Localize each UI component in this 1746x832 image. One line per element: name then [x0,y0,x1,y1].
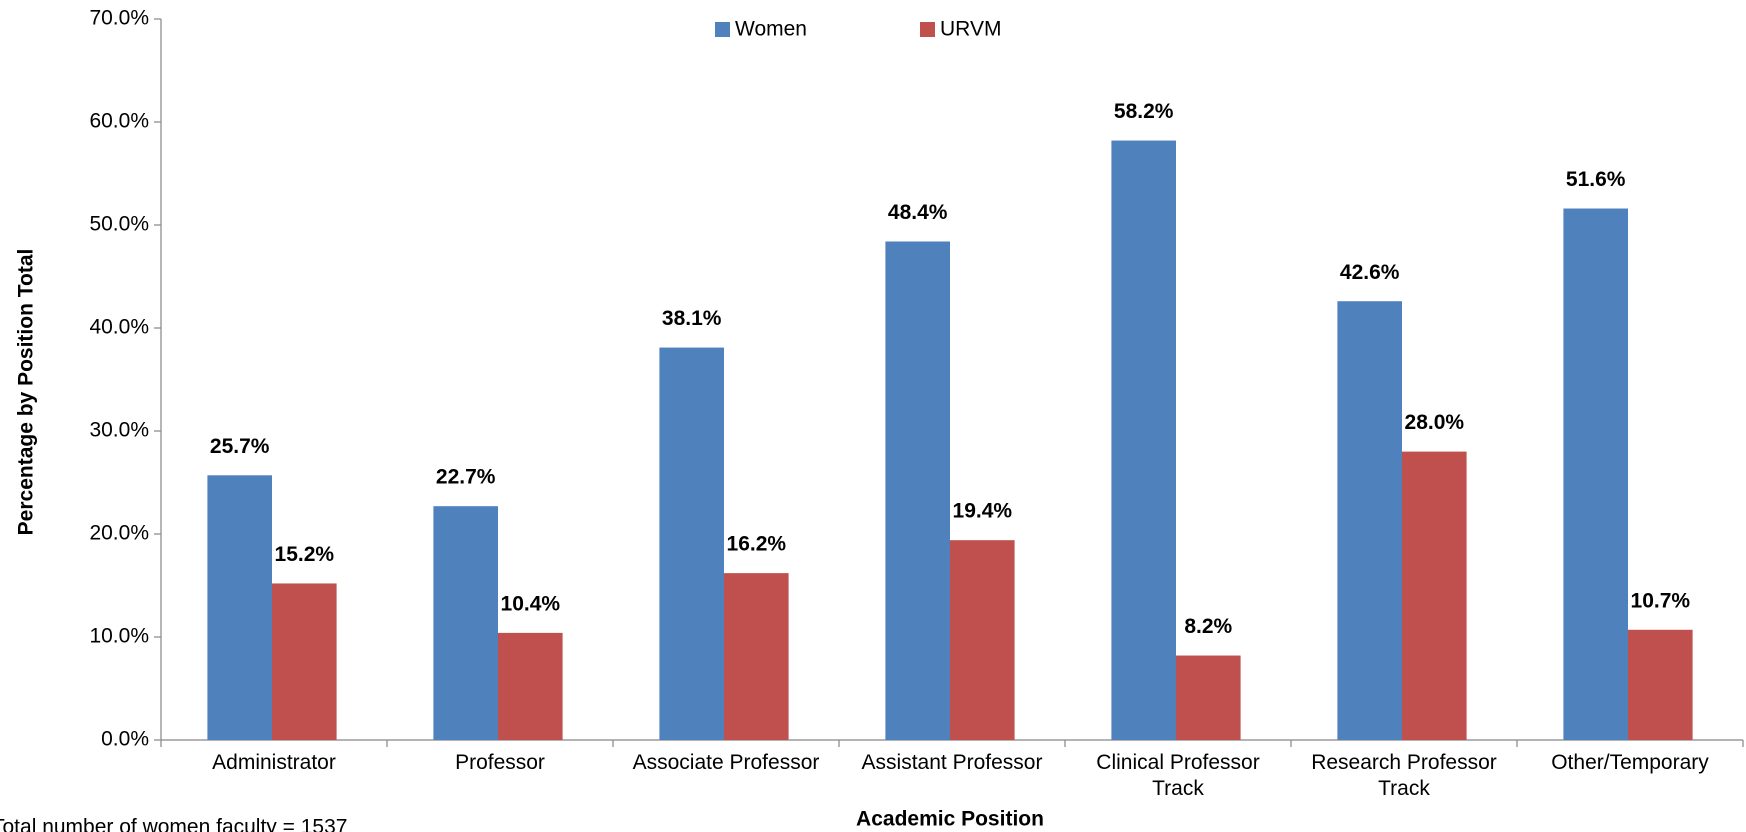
legend-swatch [920,22,935,37]
value-label: 8.2% [1184,615,1232,638]
x-tick-label: Professor [455,751,545,774]
bar [724,573,789,740]
value-label: 38.1% [662,307,722,330]
legend-swatch [715,22,730,37]
bar [207,475,272,740]
note: Total number of women faculty = 1537 [0,816,347,832]
value-label: 19.4% [953,500,1013,523]
bar [659,347,724,740]
value-label: 28.0% [1405,411,1465,434]
bar [498,632,563,740]
x-tick-label: Administrator [212,751,336,774]
value-label: 15.2% [275,543,335,566]
x-tick-label: Clinical Professor Track [1096,751,1260,800]
y-tick-label: 70.0% [89,7,149,30]
value-label: 48.4% [888,201,948,224]
bar [1337,301,1402,740]
legend-label: Women [735,18,807,41]
value-label: 10.7% [1631,589,1691,612]
bar [1563,208,1628,740]
y-tick-label: 60.0% [89,110,149,133]
x-axis-label: Academic Position [856,808,1044,831]
value-label: 51.6% [1566,168,1626,191]
bar [1111,140,1176,741]
x-tick-label: Associate Professor [632,751,820,774]
value-label: 42.6% [1340,261,1400,284]
y-tick-label: 20.0% [89,522,149,545]
x-tick-label: Research Professor Track [1311,751,1497,800]
value-label: 10.4% [501,592,561,615]
bar [1402,451,1467,740]
x-tick-label: Assistant Professor [861,751,1043,774]
value-label: 58.2% [1114,100,1174,123]
bar [1176,655,1241,740]
bar [272,583,337,740]
bar [433,506,498,740]
y-tick-label: 50.0% [89,213,149,236]
value-label: 16.2% [727,533,787,556]
bar [885,241,950,741]
y-tick-label: 10.0% [89,625,149,648]
y-tick-label: 30.0% [89,419,149,442]
y-tick-label: 0.0% [101,728,149,751]
x-tick-label: Other/Temporary [1551,751,1709,774]
y-tick-label: 40.0% [89,316,149,339]
bar [1628,629,1693,740]
value-label: 22.7% [436,466,496,489]
bar [950,540,1015,740]
value-label: 25.7% [210,435,270,458]
legend-label: URVM [940,18,1001,41]
y-axis-label: Percentage by Position Total [15,249,38,536]
